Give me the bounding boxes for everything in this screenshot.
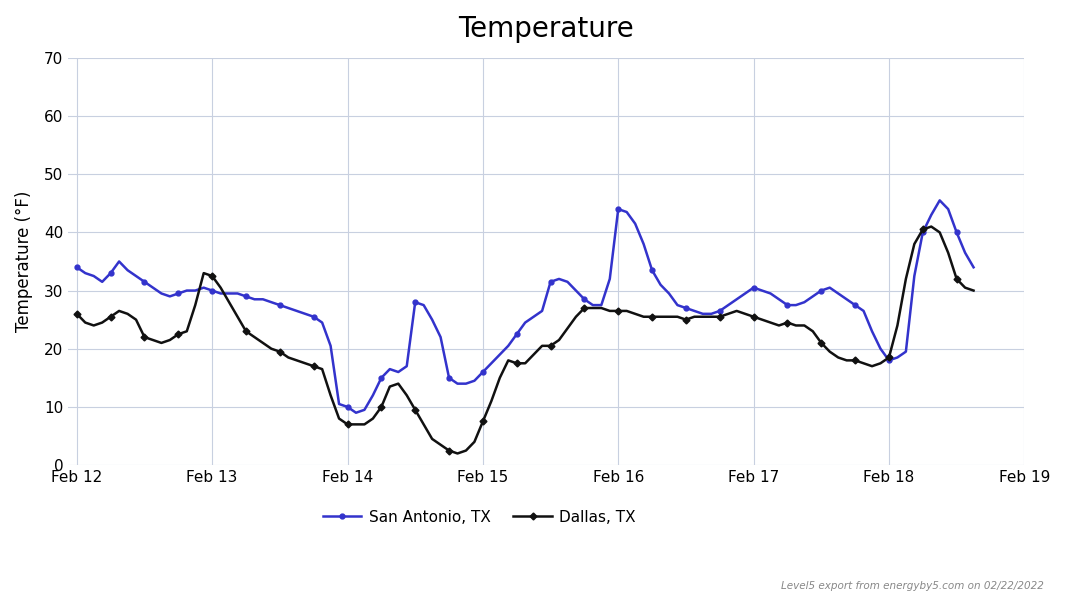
Text: Level5 export from energyby5.com on 02/22/2022: Level5 export from energyby5.com on 02/2… (781, 581, 1044, 591)
Dallas, TX (452, 450, 464, 457)
Legend: San Antonio, TX, Dallas, TX: San Antonio, TX, Dallas, TX (316, 503, 642, 531)
Y-axis label: Temperature (°F): Temperature (°F) (15, 191, 33, 332)
San Antonio, TX (341, 404, 354, 411)
Dallas, TX (874, 360, 887, 367)
Dallas, TX (341, 421, 354, 428)
San Antonio, TX (349, 409, 362, 416)
San Antonio, TX (798, 298, 810, 306)
San Antonio, TX (916, 229, 929, 236)
Dallas, TX (798, 322, 810, 329)
Dallas, TX (967, 287, 980, 294)
Line: San Antonio, TX: San Antonio, TX (75, 198, 976, 415)
Dallas, TX (756, 316, 769, 323)
Title: Temperature: Temperature (458, 15, 634, 43)
San Antonio, TX (714, 307, 726, 315)
Dallas, TX (70, 310, 83, 318)
Dallas, TX (714, 313, 726, 321)
San Antonio, TX (756, 287, 769, 294)
San Antonio, TX (967, 264, 980, 271)
San Antonio, TX (874, 345, 887, 352)
San Antonio, TX (70, 264, 83, 271)
Dallas, TX (924, 223, 937, 230)
San Antonio, TX (933, 197, 946, 204)
Line: Dallas, TX: Dallas, TX (75, 224, 976, 456)
Dallas, TX (916, 226, 929, 233)
